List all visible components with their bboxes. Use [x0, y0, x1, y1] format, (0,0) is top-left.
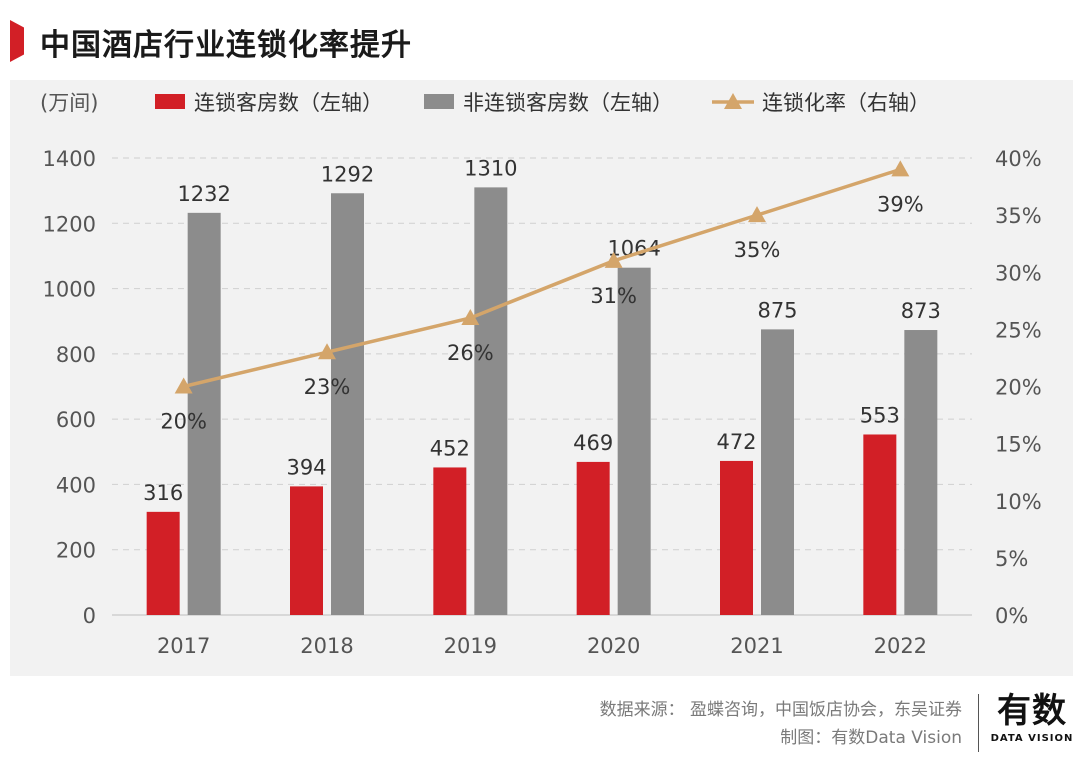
- bar-chain-2022: [863, 434, 897, 615]
- left-axis-tick-label: 800: [56, 343, 96, 367]
- bar-value-label: 1232: [177, 182, 230, 206]
- bar-value-label: 553: [860, 403, 900, 427]
- logo-mark: 有数: [997, 691, 1067, 731]
- rate-value-label: 26%: [447, 341, 494, 365]
- bar-value-label: 469: [573, 431, 613, 455]
- bar-chain-2019: [433, 467, 467, 615]
- bar-nonchain-2019: [474, 187, 508, 615]
- page-title: 中国酒店行业连锁化率提升: [40, 28, 412, 63]
- x-axis-tick-label: 2020: [587, 634, 640, 658]
- right-axis-tick-label: 20%: [995, 376, 1042, 400]
- rate-value-label: 35%: [734, 238, 781, 262]
- x-axis-tick-label: 2018: [300, 634, 353, 658]
- rate-value-label: 23%: [304, 375, 351, 399]
- left-axis-unit-label: (万间): [40, 91, 98, 115]
- right-axis-tick-label: 25%: [995, 318, 1042, 342]
- bar-chain-2018: [290, 486, 323, 615]
- x-axis-tick-label: 2022: [874, 634, 927, 658]
- chart-panel: 0 200 400 600 800 1000 1200 1400 0% 5% 10% 15% 20% 25…: [10, 80, 1073, 676]
- legend-label-rate: 连锁化率（右轴）: [762, 91, 930, 115]
- rate-marker-2021: [748, 206, 766, 223]
- legend-swatch-rate-marker: [724, 93, 742, 109]
- right-axis-tick-label: 35%: [995, 204, 1042, 228]
- brand-logo: 有数 DATA VISION: [990, 690, 1074, 746]
- right-axis-tick-label: 0%: [995, 604, 1028, 628]
- left-axis-tick-label: 600: [56, 408, 96, 432]
- rate-marker-2019: [461, 308, 480, 325]
- rate-value-label: 20%: [160, 410, 207, 434]
- right-axis-tick-label: 10%: [995, 490, 1042, 514]
- bar-value-label: 472: [716, 430, 756, 454]
- combo-chart: 0 200 400 600 800 1000 1200 1400 0% 5% 10% 15% 20% 25…: [40, 91, 1042, 658]
- title-bar: 中国酒店行业连锁化率提升: [0, 14, 1080, 68]
- left-axis-tick-label: 1400: [43, 147, 96, 171]
- left-axis-tick-label: 0: [83, 604, 96, 628]
- right-axis-tick-label: 15%: [995, 433, 1042, 457]
- bar-value-label: 452: [430, 436, 470, 460]
- title-accent-mark: [10, 20, 24, 62]
- bar-chain-2017: [146, 511, 180, 615]
- bar-chain-2020: [576, 461, 610, 615]
- source-note: 数据来源： 盈蝶咨询，中国饭店协会，东吴证券: [599, 700, 962, 720]
- bar-value-label: 316: [143, 481, 183, 505]
- bar-nonchain-2018: [331, 193, 364, 616]
- bar-value-label: 1310: [464, 156, 517, 180]
- footer: 数据来源： 盈蝶咨询，中国饭店协会，东吴证券 制图：有数Data Vision: [600, 696, 962, 752]
- credit-note: 制图：有数Data Vision: [780, 728, 962, 748]
- logo-subtitle: DATA VISION: [990, 733, 1074, 744]
- bar-value-label: 1292: [321, 162, 374, 186]
- rate-value-label: 39%: [877, 192, 924, 216]
- right-axis-tick-label: 40%: [995, 147, 1042, 171]
- legend-label-nonchain: 非连锁客房数（左轴）: [463, 91, 673, 115]
- rate-line: [183, 167, 901, 389]
- legend-swatch-chain: [155, 94, 185, 109]
- bar-nonchain-2020: [617, 267, 651, 615]
- bar-nonchain-2022: [904, 330, 938, 615]
- x-axis-tick-label: 2019: [444, 634, 497, 658]
- logo-divider: [978, 694, 979, 752]
- rate-marker-2020: [604, 251, 623, 268]
- bar-value-label: 394: [286, 455, 326, 479]
- rate-marker-2018: [318, 343, 336, 360]
- left-axis-tick-label: 200: [56, 539, 96, 563]
- x-axis-tick-label: 2017: [157, 634, 210, 658]
- left-axis-tick-label: 1000: [43, 278, 96, 302]
- legend-swatch-nonchain: [424, 94, 454, 109]
- legend-label-chain: 连锁客房数（左轴）: [194, 91, 383, 115]
- right-axis-tick-label: 5%: [995, 547, 1028, 571]
- x-axis-tick-label: 2021: [730, 634, 783, 658]
- left-axis-tick-label: 1200: [43, 212, 96, 236]
- left-axis-tick-label: 400: [56, 473, 96, 497]
- right-axis-tick-label: 30%: [995, 261, 1042, 285]
- bar-nonchain-2021: [761, 329, 794, 615]
- bar-value-label: 873: [901, 299, 941, 323]
- rate-marker-2022: [891, 160, 910, 177]
- rate-value-label: 31%: [590, 284, 637, 308]
- bar-value-label: 875: [757, 298, 797, 322]
- bar-nonchain-2017: [187, 212, 221, 615]
- bar-chain-2021: [720, 460, 753, 615]
- rate-marker-2017: [174, 377, 193, 394]
